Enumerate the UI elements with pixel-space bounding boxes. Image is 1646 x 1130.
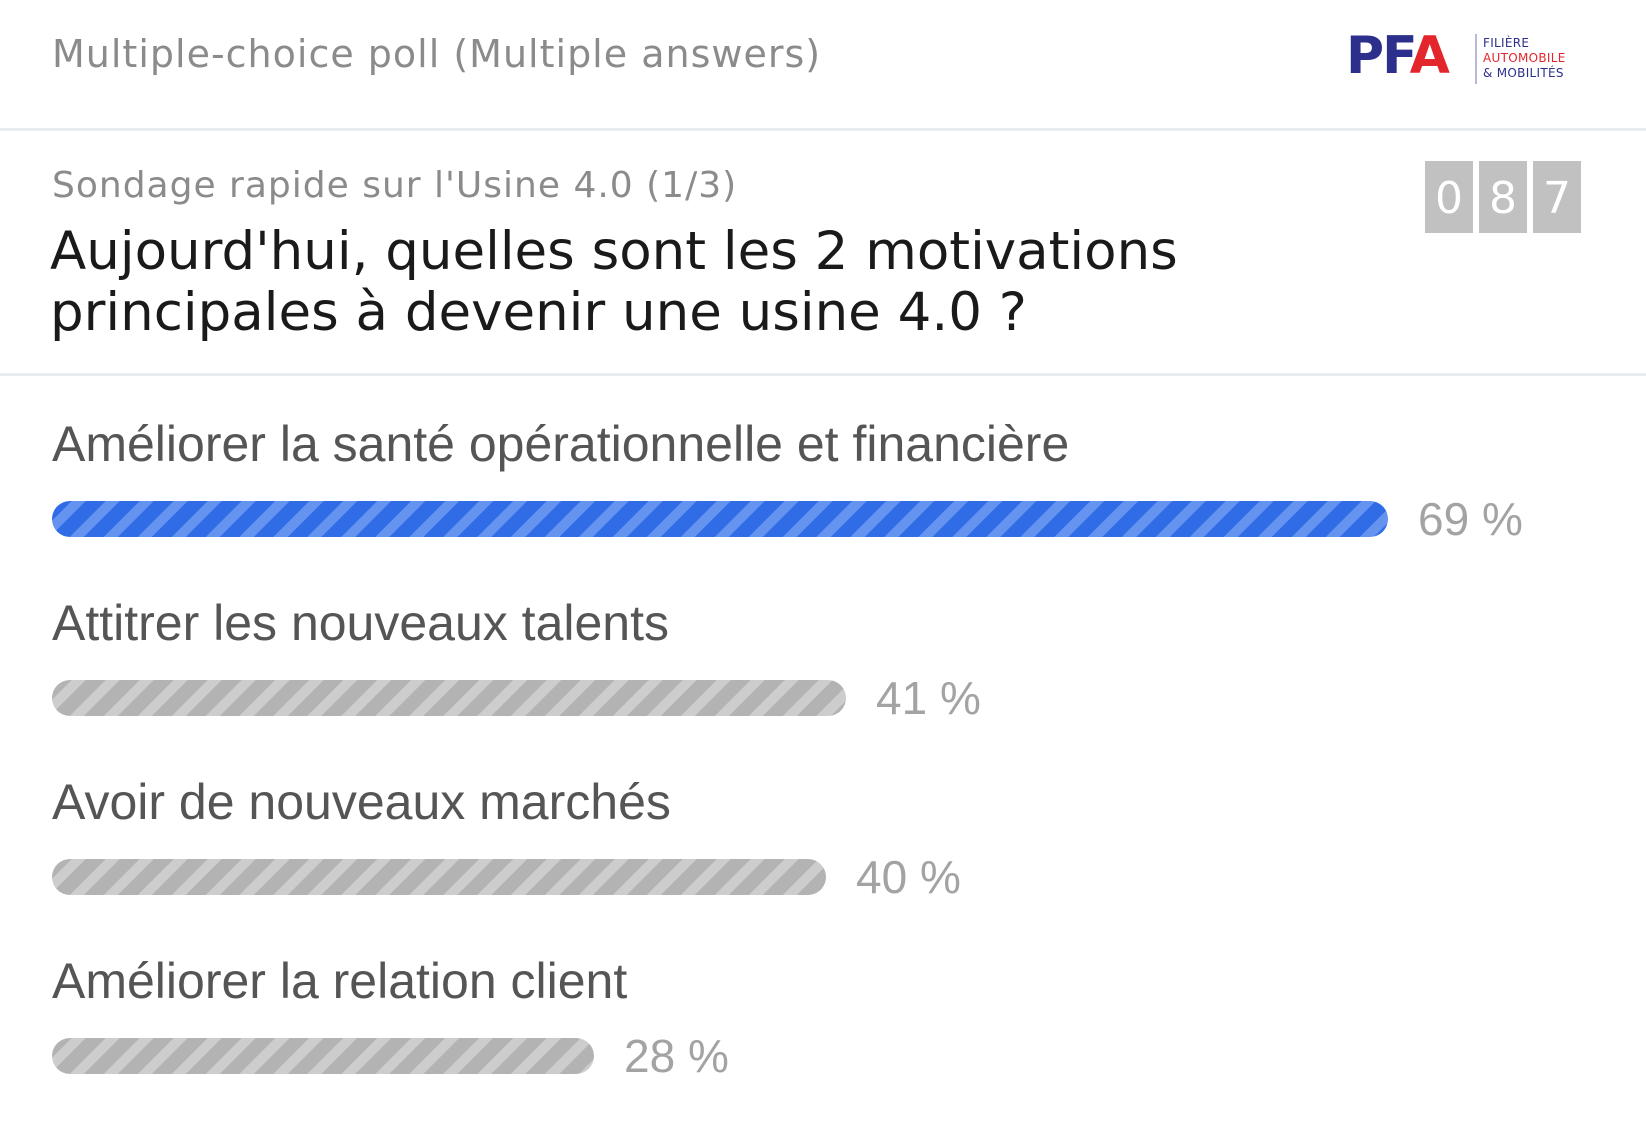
logo-letter-a: A (1409, 26, 1450, 86)
option-label: Avoir de nouveaux marchés (52, 774, 671, 830)
percent-label: 28 % (624, 1030, 729, 1082)
pfa-logo: PFA FILIÈRE AUTOMOBILE & MOBILITÉS (1346, 24, 1578, 88)
poll-option: Attitrer les nouveaux talents 41 % (52, 555, 1612, 733)
poll-option: Améliorer la relation client 28 % (52, 913, 1612, 1091)
counter-digit: 0 (1425, 161, 1473, 233)
result-bar-row: 69 % (52, 493, 1612, 545)
counter-digit: 8 (1479, 161, 1527, 233)
response-counter: 0 8 7 (1425, 161, 1581, 233)
logo-separator (1475, 34, 1477, 84)
result-bar-row: 40 % (52, 851, 1612, 903)
logo-tagline: FILIÈRE AUTOMOBILE & MOBILITÉS (1483, 36, 1566, 81)
logo-wordmark: PFA (1346, 26, 1450, 86)
option-label: Améliorer la relation client (52, 953, 628, 1009)
result-bar (52, 501, 1388, 537)
logo-letters-pf: PF (1346, 26, 1412, 86)
question-title: Aujourd'hui, quelles sont les 2 motivati… (50, 221, 1178, 343)
logo-line-2: AUTOMOBILE (1483, 51, 1566, 65)
poll-option: Améliorer la santé opérationnelle et fin… (52, 376, 1612, 554)
counter-digit: 7 (1533, 161, 1581, 233)
result-bar (52, 680, 846, 716)
poll-option: Avoir de nouveaux marchés 40 % (52, 734, 1612, 912)
logo-line-3: & MOBILITÉS (1483, 66, 1564, 80)
result-bar-row: 41 % (52, 672, 1612, 724)
percent-label: 69 % (1418, 493, 1523, 545)
option-label: Améliorer la santé opérationnelle et fin… (52, 416, 1070, 472)
option-label: Attitrer les nouveaux talents (52, 595, 669, 651)
logo-line-1: FILIÈRE (1483, 36, 1530, 50)
result-bar-row: 28 % (52, 1030, 1612, 1082)
result-bar (52, 1038, 594, 1074)
question-subtitle: Sondage rapide sur l'Usine 4.0 (1/3) (52, 165, 738, 206)
question-block: Sondage rapide sur l'Usine 4.0 (1/3) Auj… (0, 131, 1646, 376)
result-bar (52, 859, 826, 895)
percent-label: 40 % (856, 851, 961, 903)
poll-options: Améliorer la santé opérationnelle et fin… (0, 376, 1646, 1130)
poll-type-label: Multiple-choice poll (Multiple answers) (52, 32, 822, 76)
poll-header: Multiple-choice poll (Multiple answers) … (0, 0, 1646, 131)
percent-label: 41 % (876, 672, 981, 724)
